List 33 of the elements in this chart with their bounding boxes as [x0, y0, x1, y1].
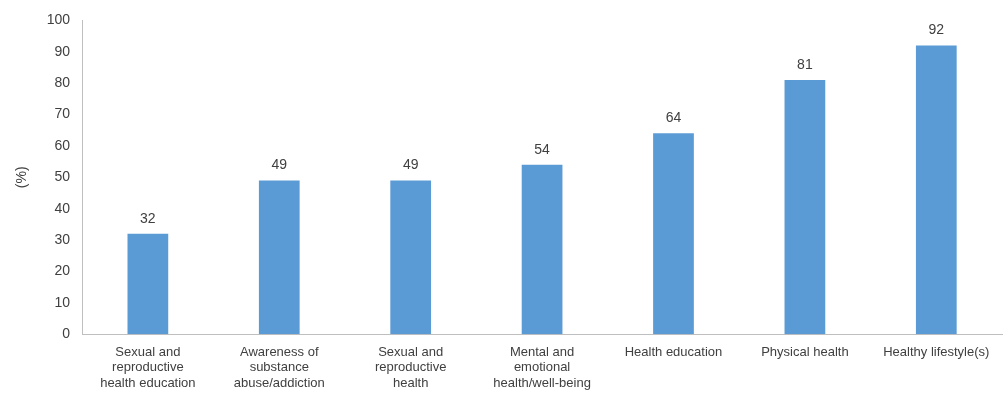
- x-tick-label: Physical health: [761, 343, 849, 359]
- y-tick-label: 10: [54, 293, 71, 310]
- y-tick-label: 0: [62, 325, 71, 342]
- data-label: 81: [797, 55, 813, 72]
- data-label: 32: [140, 209, 156, 226]
- bar: [258, 180, 300, 335]
- y-tick-label: 20: [54, 262, 71, 279]
- x-tick-label: Awareness of substance abuse/addiction: [233, 343, 325, 390]
- data-label: 54: [534, 140, 551, 157]
- bar: [521, 164, 563, 335]
- y-tick-label: 50: [54, 168, 71, 185]
- bar: [127, 233, 169, 335]
- data-label: 49: [271, 156, 288, 173]
- data-label: 64: [665, 109, 682, 126]
- x-tick-label: Sexual and reproductive health: [374, 343, 447, 390]
- data-label: 92: [928, 21, 945, 38]
- x-tick-label: Mental and emotional health/well-being: [493, 343, 591, 390]
- y-tick-label: 40: [54, 199, 71, 216]
- x-tick-label: Health education: [624, 343, 723, 359]
- bar: [653, 133, 694, 335]
- y-axis-title: (%): [13, 166, 30, 189]
- x-tick-label: Healthy lifestyle(s): [883, 343, 990, 359]
- y-tick-label: 80: [54, 74, 71, 91]
- bar: [390, 180, 432, 335]
- y-tick-label: 70: [54, 105, 71, 122]
- y-tick-label: 60: [54, 136, 71, 153]
- y-tick-label: 90: [54, 42, 71, 59]
- x-tick-label: Sexual and reproductive health education: [100, 343, 196, 390]
- data-label: 49: [402, 156, 419, 173]
- bar: [915, 45, 957, 335]
- y-tick-label: 30: [54, 230, 71, 247]
- bar: [784, 80, 826, 335]
- y-tick-label: 100: [46, 11, 71, 28]
